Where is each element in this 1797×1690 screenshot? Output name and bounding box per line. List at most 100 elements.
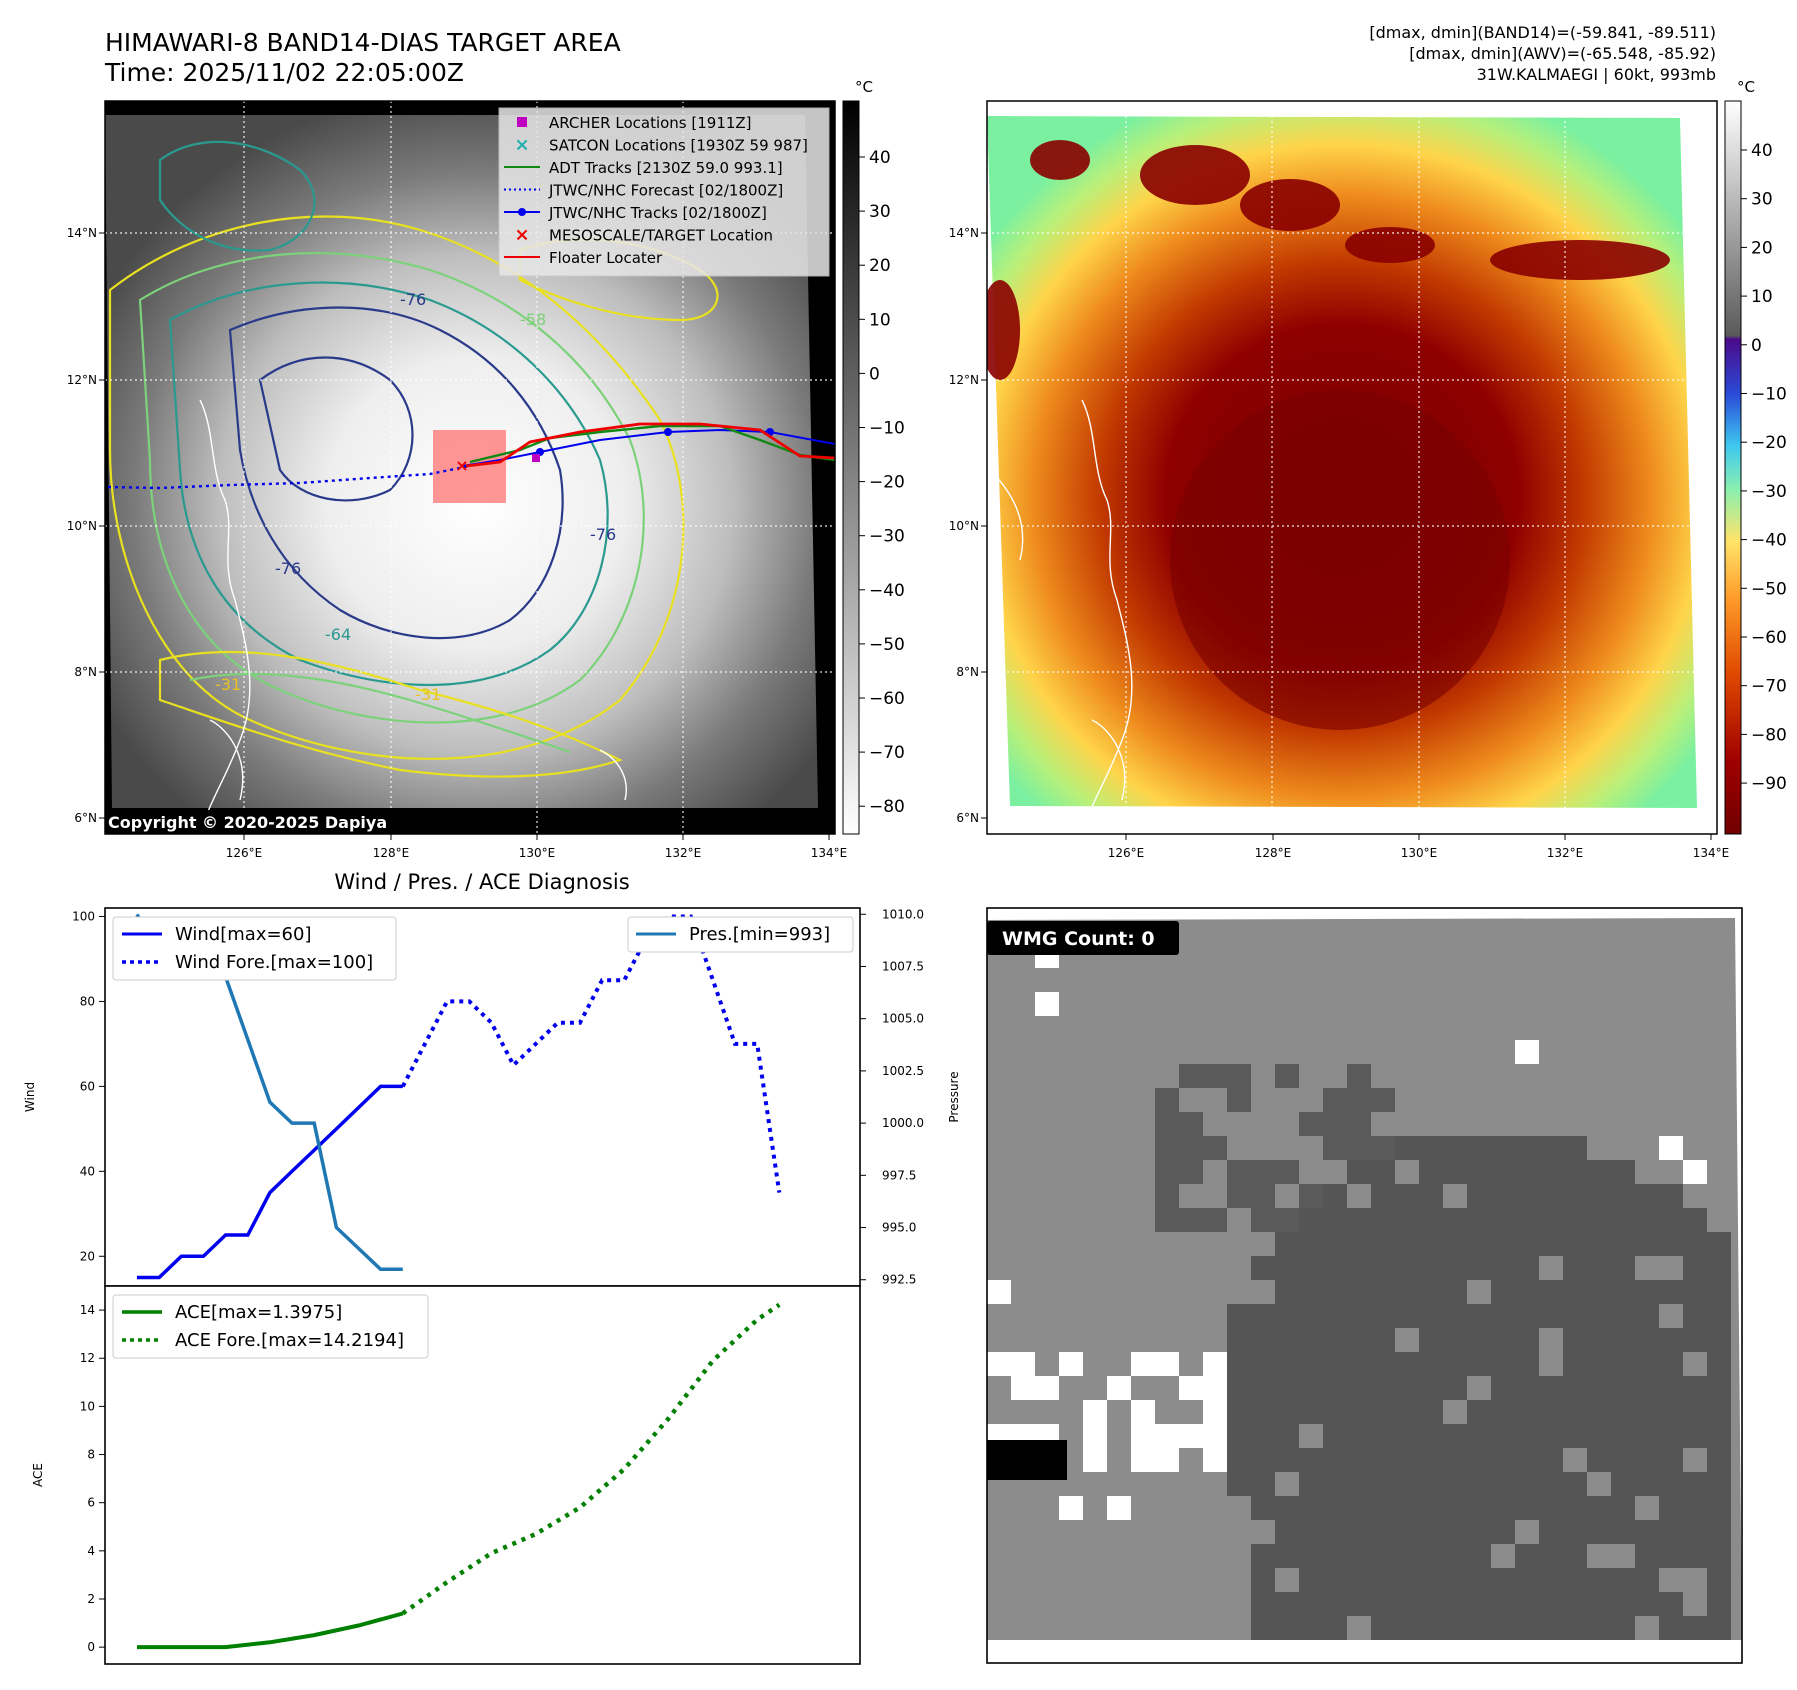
wmg-cell	[1419, 1328, 1443, 1352]
wmg-cell	[1635, 1376, 1659, 1400]
wmg-cell	[1371, 1232, 1395, 1256]
wmg-cell	[1707, 1496, 1731, 1520]
wmg-cell	[1419, 1592, 1443, 1616]
wmg-cell	[1131, 1448, 1155, 1472]
wmg-cell	[1323, 1280, 1347, 1304]
wmg-cell	[1443, 1424, 1467, 1448]
wmg-cell	[1347, 1088, 1371, 1112]
colorbar-color-unit: °C	[1737, 78, 1755, 96]
wmg-cell	[1251, 1352, 1275, 1376]
wmg-cell	[1467, 1208, 1491, 1232]
wmg-cell	[1587, 1616, 1611, 1640]
wmg-cell	[1347, 1256, 1371, 1280]
wmg-cell	[1155, 1160, 1179, 1184]
legend-ace-fore-label: ACE Fore.[max=14.2194]	[175, 1330, 404, 1351]
axis-tick-label: 1002.5	[882, 1064, 924, 1078]
wmg-cell	[1635, 1280, 1659, 1304]
wmg-cell	[1395, 1184, 1419, 1208]
lon-tick-label: 132°E	[665, 846, 702, 860]
wmg-cell	[1611, 1256, 1635, 1280]
wmg-cell	[1323, 1592, 1347, 1616]
wmg-cell	[1323, 1184, 1347, 1208]
wmg-cell	[1491, 1520, 1515, 1544]
wmg-cell	[1323, 1376, 1347, 1400]
colorbar-tick: −70	[1751, 677, 1787, 697]
wmg-cell	[1347, 1448, 1371, 1472]
wmg-cell	[1419, 1160, 1443, 1184]
wmg-cell	[1587, 1424, 1611, 1448]
wmg-cell	[1323, 1208, 1347, 1232]
wmg-cell	[1251, 1568, 1275, 1592]
colorbar-tick: −50	[869, 635, 905, 655]
colorbar-tick: 0	[1751, 336, 1762, 356]
axis-tick-label: 997.5	[882, 1168, 916, 1182]
wmg-cell	[1563, 1280, 1587, 1304]
legend-marker-x: ×	[514, 225, 529, 246]
lat-tick-label: 14°N	[67, 226, 97, 240]
lon-tick-label: 126°E	[1108, 846, 1145, 860]
wmg-cell	[1515, 1040, 1539, 1064]
wmg-cell	[1419, 1256, 1443, 1280]
axis-tick-label: 80	[80, 994, 95, 1008]
wmg-cell	[1515, 1472, 1539, 1496]
wmg-cell	[1467, 1472, 1491, 1496]
wmg-cell	[1131, 1424, 1155, 1448]
legend-label-1: SATCON Locations [1930Z 59 987]	[549, 137, 808, 155]
wmg-cell	[1203, 1424, 1227, 1448]
wmg-cell	[1539, 1136, 1563, 1160]
figure-title-line2: Time: 2025/11/02 22:05:00Z	[104, 58, 464, 87]
wmg-cell	[1515, 1424, 1539, 1448]
lat-tick-label: 14°N	[949, 226, 979, 240]
wmg-cell	[1707, 1352, 1731, 1376]
wmg-cell	[1467, 1400, 1491, 1424]
lon-tick-label: 132°E	[1547, 846, 1584, 860]
wmg-cell	[1611, 1352, 1635, 1376]
wmg-cell	[1563, 1616, 1587, 1640]
lat-tick-label: 10°N	[67, 519, 97, 533]
wmg-cell	[1299, 1472, 1323, 1496]
wmg-cell	[1467, 1232, 1491, 1256]
wmg-cell	[1251, 1448, 1275, 1472]
wmg-cell	[1179, 1064, 1203, 1088]
wmg-cell	[1707, 1448, 1731, 1472]
wmg-cell	[1395, 1448, 1419, 1472]
ace-legend: ACE[max=1.3975] ACE Fore.[max=14.2194]	[112, 1294, 429, 1359]
wmg-cell	[1275, 1520, 1299, 1544]
wmg-cell	[1299, 1232, 1323, 1256]
wmg-cell	[1275, 1064, 1299, 1088]
wmg-cell	[1563, 1328, 1587, 1352]
wmg-cell	[1683, 1160, 1707, 1184]
target-location-marker: ×	[455, 456, 468, 475]
wmg-cell	[1491, 1184, 1515, 1208]
wmg-cell	[1419, 1496, 1443, 1520]
wmg-cell	[1443, 1328, 1467, 1352]
wmg-cell	[1539, 1184, 1563, 1208]
wmg-cell	[1395, 1208, 1419, 1232]
wmg-cell	[1659, 1496, 1683, 1520]
wmg-cell	[1251, 1184, 1275, 1208]
wmg-cell	[1275, 1376, 1299, 1400]
wmg-cell	[1443, 1304, 1467, 1328]
wmg-cell	[1539, 1472, 1563, 1496]
colorbar-tick: −80	[869, 797, 905, 817]
wmg-cell	[1179, 1208, 1203, 1232]
wmg-cell	[1419, 1352, 1443, 1376]
wmg-cell	[1419, 1184, 1443, 1208]
wmg-cell	[1515, 1184, 1539, 1208]
wmg-cell	[1563, 1544, 1587, 1568]
wmg-cell	[1707, 1424, 1731, 1448]
wmg-cell	[1371, 1544, 1395, 1568]
wmg-cell	[1491, 1352, 1515, 1376]
ir-color-coastlines	[989, 399, 1133, 834]
wmg-cell	[1539, 1208, 1563, 1232]
wmg-cell	[1275, 1424, 1299, 1448]
wmg-cell	[1395, 1472, 1419, 1496]
wmg-cell	[1059, 1496, 1083, 1520]
colorbar-tick: 40	[869, 148, 891, 168]
wmg-cell	[1443, 1616, 1467, 1640]
wmg-cell	[1587, 1328, 1611, 1352]
copyright-bg	[105, 810, 415, 834]
wmg-cell	[987, 1352, 1011, 1376]
wmg-cell	[1587, 1160, 1611, 1184]
wmg-cell	[1635, 1232, 1659, 1256]
